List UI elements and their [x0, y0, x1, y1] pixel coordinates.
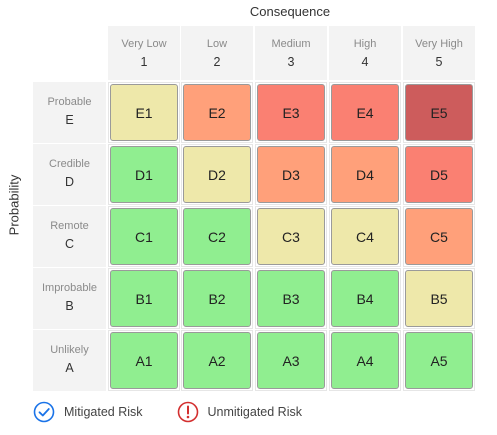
risk-cell-C1[interactable]: C1	[110, 208, 178, 265]
column-header-5: Very High 5	[403, 26, 475, 80]
risk-cell-E5[interactable]: E5	[405, 84, 473, 141]
risk-cell-A1[interactable]: A1	[110, 332, 178, 389]
row-header-label: Remote	[50, 220, 89, 232]
legend-mitigated-label: Mitigated Risk	[64, 405, 143, 419]
column-header-code: 5	[435, 55, 443, 69]
column-header-code: 3	[287, 55, 295, 69]
risk-cell-B2[interactable]: B2	[183, 270, 251, 327]
risk-cell-A4[interactable]: A4	[331, 332, 399, 389]
row-header-label: Credible	[49, 158, 90, 170]
column-header-label: High	[353, 38, 377, 50]
row-header-A: Unlikely A	[33, 330, 106, 391]
risk-cell-C4[interactable]: C4	[331, 208, 399, 265]
legend: Mitigated Risk Unmitigated Risk	[33, 400, 336, 424]
risk-cell-D4[interactable]: D4	[331, 146, 399, 203]
risk-cell-E4[interactable]: E4	[331, 84, 399, 141]
risk-cell-B3[interactable]: B3	[257, 270, 325, 327]
risk-cell-A3[interactable]: A3	[257, 332, 325, 389]
risk-cell-E1[interactable]: E1	[110, 84, 178, 141]
risk-cell-B5[interactable]: B5	[405, 270, 473, 327]
risk-cell-E2[interactable]: E2	[183, 84, 251, 141]
risk-cell-E3[interactable]: E3	[257, 84, 325, 141]
row-header-label: Probable	[47, 96, 92, 108]
exclamation-circle-icon	[177, 401, 198, 423]
risk-cell-C3[interactable]: C3	[257, 208, 325, 265]
row-header-code: B	[65, 299, 74, 313]
column-header-label: Medium	[271, 38, 311, 50]
risk-cell-C5[interactable]: C5	[405, 208, 473, 265]
risk-cell-C2[interactable]: C2	[183, 208, 251, 265]
legend-mitigated: Mitigated Risk	[33, 401, 143, 423]
risk-cell-D3[interactable]: D3	[257, 146, 325, 203]
row-header-code: A	[65, 361, 74, 375]
consequence-axis-title: Consequence	[249, 4, 331, 19]
column-header-1: Very Low 1	[108, 26, 180, 80]
row-header-E: Probable E	[33, 82, 106, 143]
column-header-label: Low	[206, 38, 228, 50]
column-header-label: Very High	[415, 38, 463, 50]
risk-cell-B4[interactable]: B4	[331, 270, 399, 327]
legend-unmitigated: Unmitigated Risk	[177, 401, 302, 423]
row-header-B: Improbable B	[33, 268, 106, 329]
check-circle-icon	[33, 401, 55, 423]
risk-cell-D1[interactable]: D1	[110, 146, 178, 203]
column-header-label: Very Low	[121, 38, 167, 50]
column-header-3: Medium 3	[255, 26, 327, 80]
column-header-code: 1	[140, 55, 148, 69]
risk-cell-D2[interactable]: D2	[183, 146, 251, 203]
row-header-C: Remote C	[33, 206, 106, 267]
column-header-code: 4	[361, 55, 369, 69]
risk-cell-A5[interactable]: A5	[405, 332, 473, 389]
risk-cell-A2[interactable]: A2	[183, 332, 251, 389]
probability-axis-title-text: Probability	[6, 174, 22, 236]
row-header-code: D	[64, 175, 75, 189]
risk-cell-B1[interactable]: B1	[110, 270, 178, 327]
row-header-label: Improbable	[41, 282, 98, 294]
legend-unmitigated-label: Unmitigated Risk	[207, 405, 302, 419]
row-header-code: E	[65, 113, 74, 127]
row-header-code: C	[64, 237, 75, 251]
row-header-D: Credible D	[33, 144, 106, 205]
column-header-code: 2	[213, 55, 221, 69]
column-header-2: Low 2	[181, 26, 253, 80]
risk-cell-D5[interactable]: D5	[405, 146, 473, 203]
column-header-4: High 4	[329, 26, 401, 80]
row-header-label: Unlikely	[50, 344, 89, 356]
